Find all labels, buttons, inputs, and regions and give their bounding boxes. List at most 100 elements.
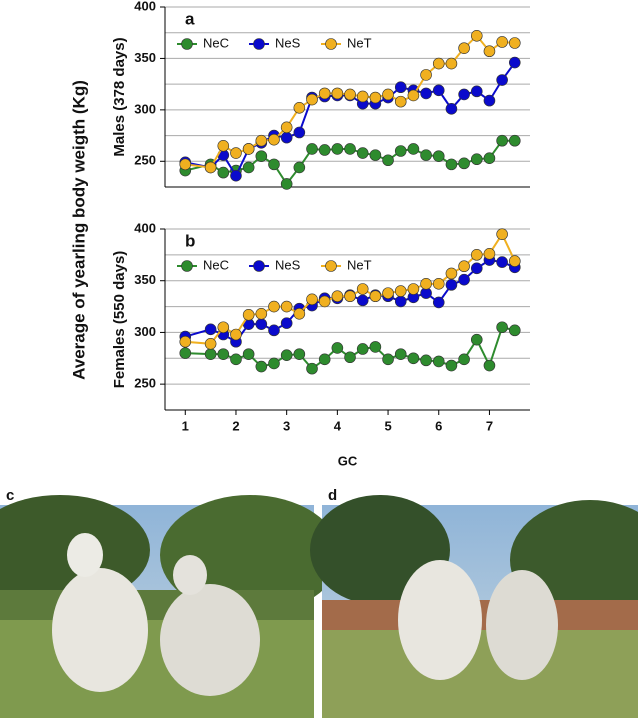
data-point <box>420 69 432 81</box>
data-point <box>268 158 280 171</box>
data-point <box>458 42 470 54</box>
data-point <box>204 161 217 174</box>
legend-marker <box>253 260 265 272</box>
data-point <box>483 359 496 372</box>
data-point <box>344 290 356 303</box>
legend-label: NeC <box>203 257 229 272</box>
data-point <box>458 88 470 101</box>
y-tick-label: 250 <box>134 376 156 391</box>
x-tick-label: 6 <box>435 418 442 433</box>
photo-d <box>310 495 638 718</box>
data-point <box>242 309 255 321</box>
data-point <box>508 134 521 147</box>
data-point <box>306 93 318 106</box>
data-point <box>242 143 255 155</box>
data-point <box>356 283 369 295</box>
data-point <box>293 161 306 174</box>
x-axis-label: GC <box>338 453 358 468</box>
data-point <box>407 143 420 155</box>
data-point <box>394 81 407 94</box>
data-point <box>356 294 369 307</box>
data-point <box>217 321 230 334</box>
data-point <box>268 357 280 370</box>
data-point <box>242 161 255 174</box>
data-point <box>382 287 394 299</box>
data-point <box>217 140 230 152</box>
data-point <box>445 158 458 171</box>
data-point <box>369 91 382 104</box>
chart: Average of yearling body weigth (Kg) 250… <box>69 0 530 468</box>
data-point <box>496 74 508 86</box>
data-point <box>268 324 280 337</box>
data-point <box>280 349 293 361</box>
data-point <box>230 353 242 366</box>
data-point <box>356 343 369 355</box>
data-point <box>496 228 508 240</box>
data-point <box>382 353 394 366</box>
data-point <box>280 131 293 144</box>
data-point <box>255 134 268 147</box>
data-point <box>432 84 445 97</box>
data-point <box>230 169 242 182</box>
data-point <box>496 36 508 48</box>
data-point <box>508 324 521 337</box>
data-point <box>382 154 394 167</box>
x-tick-label: 4 <box>334 418 342 433</box>
data-point <box>432 296 445 309</box>
legend-marker <box>325 260 337 272</box>
data-point <box>331 87 344 100</box>
data-point <box>407 352 420 365</box>
data-point <box>306 362 318 375</box>
data-point <box>268 300 280 313</box>
data-point <box>280 300 293 313</box>
data-point <box>508 255 521 267</box>
y-tick-label: 400 <box>134 0 156 13</box>
data-point <box>293 348 306 360</box>
data-point <box>293 102 306 114</box>
panel-label: a <box>185 9 195 28</box>
data-point <box>318 87 331 100</box>
y-axis-label: Males (378 days) <box>111 37 128 156</box>
data-point <box>432 150 445 162</box>
photo-label: d <box>328 487 337 504</box>
data-point <box>470 333 483 346</box>
photo-label: c <box>6 487 14 504</box>
data-point <box>255 150 268 162</box>
shared-y-label: Average of yearling body weigth (Kg) <box>69 80 88 380</box>
y-axis-label: Females (550 days) <box>111 251 128 389</box>
data-point <box>394 95 407 108</box>
legend-marker <box>181 38 193 50</box>
series-line <box>185 232 516 345</box>
data-point <box>306 293 318 306</box>
data-point <box>280 178 293 190</box>
data-point <box>268 133 280 146</box>
data-point <box>470 29 483 42</box>
data-point <box>230 328 242 341</box>
legend-marker <box>325 38 337 50</box>
data-point <box>293 126 306 139</box>
legend-label: NeS <box>275 257 301 272</box>
data-point <box>382 88 394 101</box>
data-point <box>255 360 268 373</box>
data-point <box>204 323 217 336</box>
data-point <box>179 335 192 348</box>
legend-marker <box>253 38 265 50</box>
data-point <box>394 295 407 308</box>
data-point <box>496 134 508 147</box>
data-point <box>255 318 268 330</box>
data-point <box>483 94 496 107</box>
data-point <box>242 348 255 360</box>
data-point <box>217 166 230 179</box>
y-tick-label: 350 <box>134 50 156 65</box>
y-tick-label: 400 <box>134 220 156 235</box>
data-point <box>179 158 192 171</box>
data-point <box>318 295 331 308</box>
data-point <box>432 278 445 290</box>
legend-marker <box>181 260 193 272</box>
data-point <box>458 260 470 273</box>
data-point <box>432 57 445 70</box>
legend-label: NeT <box>347 257 372 272</box>
data-point <box>394 348 407 360</box>
photos: c d <box>0 487 638 718</box>
